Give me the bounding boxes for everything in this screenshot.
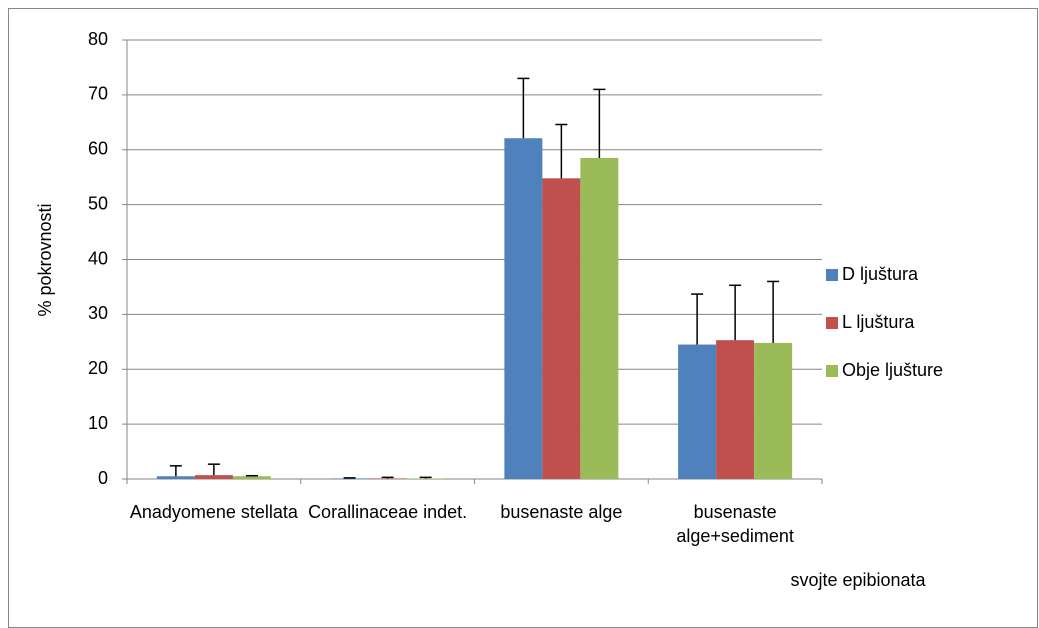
bar [542, 178, 581, 479]
bar [678, 344, 717, 479]
x-tick-label: busenaste alge [500, 502, 623, 522]
bar [406, 478, 445, 479]
bar [330, 478, 369, 479]
legend-swatch [826, 317, 838, 329]
bar [504, 138, 543, 479]
bar [156, 476, 195, 479]
y-tick-label: 0 [98, 468, 108, 488]
legend-swatch [826, 269, 838, 281]
bar [194, 475, 233, 479]
bar [368, 478, 407, 479]
x-tick-label: Corallinaceae indet. [308, 502, 468, 522]
bar [716, 340, 755, 479]
y-tick-label: 70 [88, 84, 108, 104]
legend-label: L ljuštura [842, 312, 915, 332]
y-tick-label: 30 [88, 303, 108, 323]
y-tick-label: 50 [88, 193, 108, 213]
y-tick-label: 80 [88, 29, 108, 49]
y-axis-title: % pokrovnosti [35, 203, 55, 316]
y-tick-label: 40 [88, 248, 108, 268]
x-tick-label: busenaste alge+sediment [676, 502, 794, 546]
legend-label: Obje ljušture [842, 360, 943, 380]
bar [232, 476, 271, 479]
legend-label: D ljuštura [842, 264, 919, 284]
bar [580, 157, 619, 479]
x-tick-label: Anadyomene stellata [129, 502, 298, 522]
y-tick-label: 10 [88, 413, 108, 433]
legend-swatch [826, 365, 838, 377]
y-tick-label: 60 [88, 139, 108, 159]
y-tick-label: 20 [88, 358, 108, 378]
x-axis-title: svojte epibionata [790, 570, 926, 590]
bar [754, 342, 793, 479]
